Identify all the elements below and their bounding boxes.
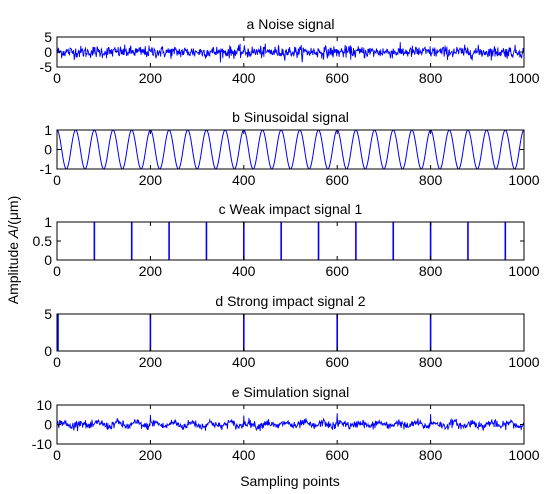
x-tick-label: 1000 (508, 263, 539, 279)
panel-title: c Weak impact signal 1 (219, 201, 363, 217)
y-tick-label: 10 (36, 397, 52, 413)
y-tick-label: 1 (44, 214, 52, 230)
y-tick-label: -10 (32, 436, 52, 452)
series-group (57, 130, 524, 169)
ylabel-unit-rest: m) (5, 196, 21, 212)
x-tick-label: 400 (232, 70, 256, 86)
x-tick-label: 0 (53, 354, 61, 370)
x-tick-label: 0 (53, 263, 61, 279)
ylabel-suffix: /( (5, 220, 21, 229)
x-tick-label: 800 (419, 70, 443, 86)
x-tick-label: 1000 (508, 354, 539, 370)
x-tick-label: 200 (139, 172, 163, 188)
x-tick-label: 200 (139, 263, 163, 279)
x-tick-label: 800 (419, 354, 443, 370)
x-tick-label: 200 (139, 354, 163, 370)
panel-d: d Strong impact signal 2 0 200 400 600 800 100… (44, 293, 540, 370)
x-tick-label: 1000 (508, 172, 539, 188)
panel-title: b Sinusoidal signal (232, 109, 349, 125)
x-tick-label: 0 (53, 172, 61, 188)
ylabel-unit-greek: μ (5, 212, 21, 220)
x-tick-label: 800 (419, 447, 443, 463)
x-tick-label: 400 (232, 172, 256, 188)
series-group (57, 42, 524, 63)
x-tick-label: 1000 (508, 447, 539, 463)
ylabel-prefix: Amplitude (5, 238, 21, 304)
y-tick-label: 5 (44, 29, 52, 45)
series-group (57, 314, 432, 351)
x-tick-label: 400 (232, 447, 256, 463)
y-tick-label: -5 (40, 59, 53, 75)
plot-frame (56, 221, 525, 261)
x-axis-label: Sampling points (240, 473, 340, 489)
y-tick-label: 0 (44, 142, 52, 158)
series-group (93, 222, 507, 260)
series-line (57, 130, 524, 169)
y-tick-label: 1 (44, 122, 52, 138)
x-tick-label: 600 (326, 263, 350, 279)
x-tick-label: 400 (232, 263, 256, 279)
x-tick-label: 600 (326, 70, 350, 86)
ylabel-variable: A (5, 229, 21, 239)
x-tick-label: 200 (139, 70, 163, 86)
y-tick-label: 0 (44, 252, 52, 268)
panel-title: e Simulation signal (232, 384, 350, 400)
x-tick-label: 800 (419, 263, 443, 279)
y-tick-label: -1 (40, 161, 53, 177)
plot-frame (56, 313, 525, 352)
x-tick-label: 1000 (508, 70, 539, 86)
x-tick-label: 600 (326, 354, 350, 370)
y-tick-label: 0 (44, 44, 52, 60)
panel-title: d Strong impact signal 2 (215, 293, 365, 309)
x-tick-label: 400 (232, 354, 256, 370)
x-tick-label: 800 (419, 172, 443, 188)
panel-c: c Weak impact signal 1 0 200 400 600 800 1000 0… (33, 201, 540, 279)
series-line (57, 413, 524, 432)
x-tick-label: 0 (53, 70, 61, 86)
panel-title: a Noise signal (247, 16, 335, 32)
y-tick-label: 0 (44, 343, 52, 359)
x-tick-label: 600 (326, 172, 350, 188)
y-tick-label: 0.5 (33, 233, 53, 249)
x-tick-label: 200 (139, 447, 163, 463)
y-tick-label: 0 (44, 417, 52, 433)
y-axis-label: Amplitude A/(μm) (5, 196, 21, 304)
series-group (57, 413, 524, 432)
x-tick-label: 0 (53, 447, 61, 463)
series-line (57, 42, 524, 63)
y-tick-label: 5 (44, 306, 52, 322)
x-tick-label: 600 (326, 447, 350, 463)
